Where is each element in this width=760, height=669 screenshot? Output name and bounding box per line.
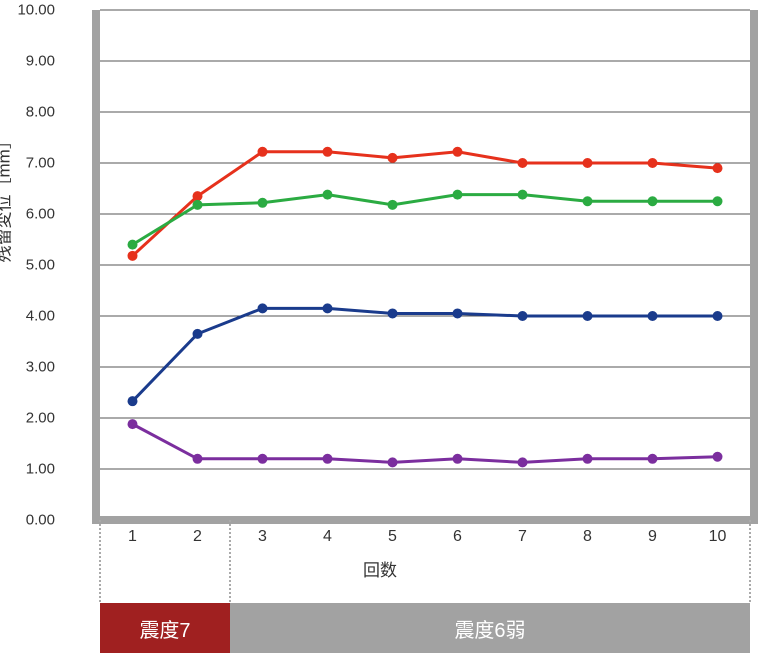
y-tick: 2.00 bbox=[26, 410, 55, 427]
line-chart: 残留変位［mm］ 0.001.002.003.004.005.006.007.0… bbox=[0, 0, 760, 669]
y-tick: 0.00 bbox=[26, 512, 55, 529]
x-tick: 4 bbox=[323, 528, 332, 546]
category-bar: 震度6弱 bbox=[230, 603, 750, 653]
category-divider bbox=[749, 520, 751, 602]
y-tick: 1.00 bbox=[26, 461, 55, 478]
y-tick: 10.00 bbox=[17, 2, 55, 19]
category-divider bbox=[99, 520, 101, 602]
y-tick: 3.00 bbox=[26, 359, 55, 376]
chart-svg bbox=[0, 0, 760, 600]
x-tick: 10 bbox=[709, 528, 727, 546]
y-tick: 8.00 bbox=[26, 104, 55, 121]
x-tick: 7 bbox=[518, 528, 527, 546]
y-tick: 4.00 bbox=[26, 308, 55, 325]
x-tick: 1 bbox=[128, 528, 137, 546]
x-tick: 2 bbox=[193, 528, 202, 546]
category-bar: 震度7 bbox=[100, 603, 230, 653]
x-tick: 3 bbox=[258, 528, 267, 546]
x-tick: 5 bbox=[388, 528, 397, 546]
y-tick: 6.00 bbox=[26, 206, 55, 223]
x-tick: 9 bbox=[648, 528, 657, 546]
y-tick: 7.00 bbox=[26, 155, 55, 172]
x-tick: 8 bbox=[583, 528, 592, 546]
y-tick: 5.00 bbox=[26, 257, 55, 274]
x-tick: 6 bbox=[453, 528, 462, 546]
category-divider bbox=[229, 520, 231, 602]
x-axis-label: 回数 bbox=[363, 556, 397, 581]
y-tick: 9.00 bbox=[26, 53, 55, 70]
